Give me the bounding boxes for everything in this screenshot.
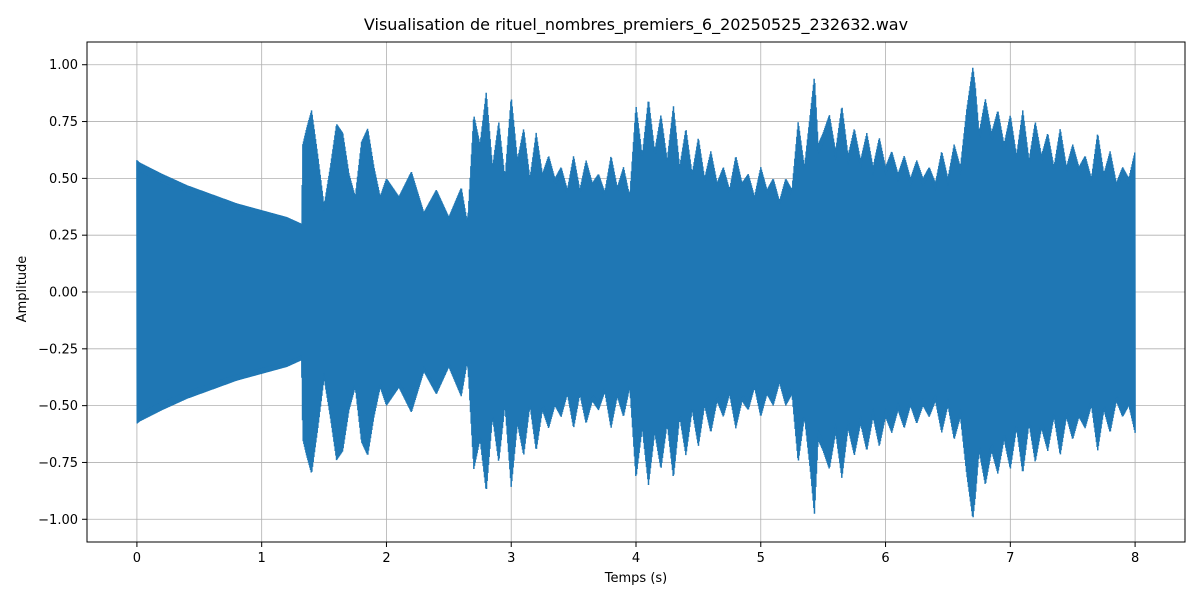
ticks-layer: 0 1 2 3 4 5 6 7 8 −1.00 −0.75 −0.50 −0.25 0.00 0.25 0.5… [38,58,1139,566]
y-tick-label: 0.75 [49,115,78,130]
y-tick-label: 1.00 [49,58,78,73]
x-tick-label: 2 [382,551,390,566]
y-tick-label: −0.25 [38,342,78,357]
y-axis-label: Amplitude [15,256,30,323]
x-tick-label: 1 [258,551,266,566]
x-tick-label: 3 [507,551,515,566]
y-tick-label: 0.50 [49,172,78,187]
chart-title: Visualisation de rituel_nombres_premiers… [364,15,908,35]
y-tick-label: −0.75 [38,456,78,471]
y-tick-label: 0.00 [49,286,78,301]
x-tick-label: 4 [632,551,640,566]
waveform-series-body [136,82,1136,504]
series-layer [136,67,1136,518]
x-tick-label: 5 [757,551,765,566]
x-tick-label: 8 [1131,551,1139,566]
x-axis-label: Temps (s) [604,571,667,586]
y-tick-label: 0.25 [49,229,78,244]
x-tick-label: 6 [881,551,889,566]
x-tick-label: 0 [133,551,141,566]
y-tick-label: −0.50 [38,399,78,414]
x-tick-label: 7 [1006,551,1014,566]
y-tick-label: −1.00 [38,513,78,528]
